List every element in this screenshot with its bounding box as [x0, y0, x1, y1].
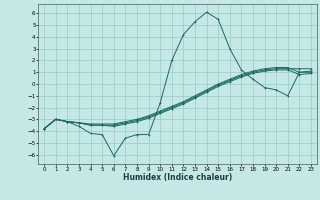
X-axis label: Humidex (Indice chaleur): Humidex (Indice chaleur) [123, 173, 232, 182]
